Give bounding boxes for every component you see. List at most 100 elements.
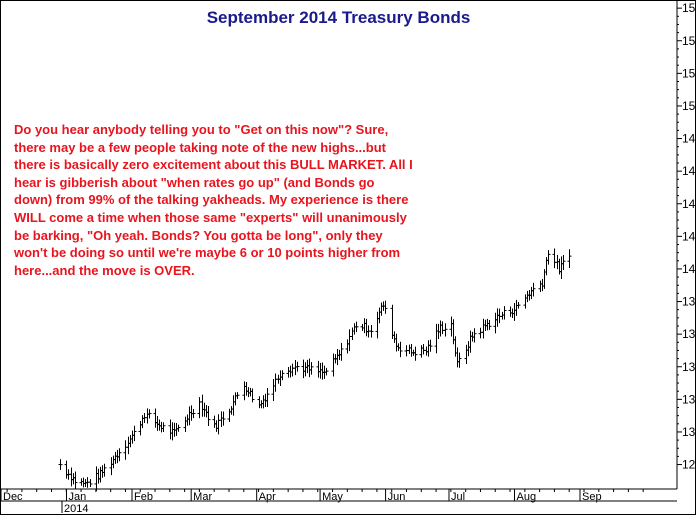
ohlc-bar [485, 318, 490, 331]
ohlc-bar [383, 300, 388, 314]
ohlc-bar [242, 381, 247, 401]
ohlc-bar [126, 436, 131, 455]
x-tick-label: Aug [516, 491, 536, 503]
ohlc-bar [392, 331, 397, 343]
ohlc-bar [468, 330, 473, 353]
ohlc-bar [375, 311, 380, 339]
ohlc-bar [497, 308, 502, 324]
ohlc-bar [278, 370, 283, 387]
ohlc-bar [216, 414, 221, 435]
ohlc-bar [250, 388, 255, 403]
commentary-segment: come a time when those same "experts" wi… [14, 209, 407, 278]
ohlc-bar [559, 256, 564, 279]
ohlc-bar [434, 323, 439, 354]
ohlc-bar [457, 352, 462, 368]
ohlc-bar [345, 339, 350, 354]
ohlc-bar [464, 344, 469, 365]
ohlc-bar [516, 302, 521, 309]
ohlc-bar [128, 435, 133, 448]
ohlc-bar [246, 387, 251, 398]
ohlc-bar [514, 299, 519, 316]
ohlc-bar [138, 420, 143, 436]
ohlc-bar [512, 303, 517, 321]
ohlc-bar [362, 318, 367, 334]
ohlc-bar [157, 419, 162, 431]
ohlc-bar [73, 471, 78, 489]
ohlc-bar [227, 408, 232, 423]
ohlc-bar [200, 394, 205, 417]
ohlc-bar [394, 333, 399, 352]
ohlc-bar [265, 387, 270, 407]
commentary-emphasis: BULL MARKET [289, 157, 383, 173]
ohlc-bar [88, 479, 93, 488]
ohlc-bar [538, 280, 543, 293]
ohlc-bar [552, 248, 557, 269]
ohlc-bar [354, 321, 359, 333]
x-tick-label: Apr [259, 491, 276, 503]
commentary-text: Do you hear anybody telling you to "Get … [14, 121, 414, 279]
y-tick-label: 148 [682, 132, 696, 146]
ohlc-bar [369, 324, 374, 338]
ohlc-bar [117, 448, 122, 462]
ohlc-bar [449, 316, 454, 337]
ohlc-bar [316, 360, 321, 378]
y-tick-label: 144 [682, 197, 696, 211]
x-tick-label: Feb [134, 491, 153, 503]
ohlc-bar [231, 395, 236, 416]
ohlc-bar [301, 359, 306, 379]
ohlc-bar [187, 406, 192, 426]
ohlc-bar [219, 411, 224, 427]
y-tick-label: 150 [682, 99, 696, 113]
ohlc-bar [140, 415, 145, 429]
ohlc-bar [153, 408, 158, 428]
ohlc-bar [96, 468, 101, 484]
ohlc-bar [130, 430, 135, 444]
ohlc-bar [185, 414, 190, 426]
y-tick-label: 132 [682, 392, 696, 406]
ohlc-bar [377, 307, 382, 324]
x-tick-label: Jun [388, 491, 406, 503]
ohlc-bar [58, 459, 63, 470]
ohlc-bar [183, 416, 188, 433]
ohlc-bar [529, 286, 534, 300]
x-tick-label: Mar [193, 491, 212, 503]
ohlc-bar [500, 311, 505, 320]
ohlc-bar [544, 257, 549, 276]
ohlc-bar [159, 421, 164, 433]
ohlc-bar [100, 465, 105, 478]
x-tick-label: Jan [69, 491, 87, 503]
ohlc-bar [214, 420, 219, 432]
ohlc-bar [132, 425, 137, 442]
ohlc-bar [531, 282, 536, 297]
ohlc-bar [168, 419, 173, 440]
x-tick-label: Sep [582, 491, 602, 503]
ohlc-bar [309, 362, 314, 375]
ohlc-bar [352, 323, 357, 335]
ohlc-bar [540, 278, 545, 292]
ohlc-bar [407, 344, 412, 354]
ohlc-bar [229, 406, 234, 415]
ohlc-bar [409, 344, 414, 357]
ohlc-bar [71, 473, 76, 485]
ohlc-bar [421, 343, 426, 355]
y-tick-label: 146 [682, 164, 696, 178]
ohlc-bar [502, 306, 507, 320]
ohlc-bar [398, 341, 403, 358]
y-tick-label: 140 [682, 262, 696, 276]
commentary-segment: Do you hear anybody telling you to "Get … [14, 122, 389, 173]
ohlc-bar [525, 290, 530, 303]
ohlc-bar [147, 409, 152, 419]
ohlc-bar [451, 319, 456, 345]
ohlc-bar [98, 466, 103, 483]
ohlc-bar [123, 440, 128, 460]
y-tick-label: 154 [682, 34, 696, 48]
ohlc-bar [94, 466, 99, 492]
ohlc-bar [176, 424, 181, 432]
commentary-segment: . [191, 262, 195, 278]
ohlc-bar [235, 392, 240, 399]
ohlc-bar [320, 362, 325, 380]
ohlc-bar [350, 327, 355, 341]
ohlc-bar [212, 415, 217, 428]
ohlc-bar [111, 455, 116, 469]
